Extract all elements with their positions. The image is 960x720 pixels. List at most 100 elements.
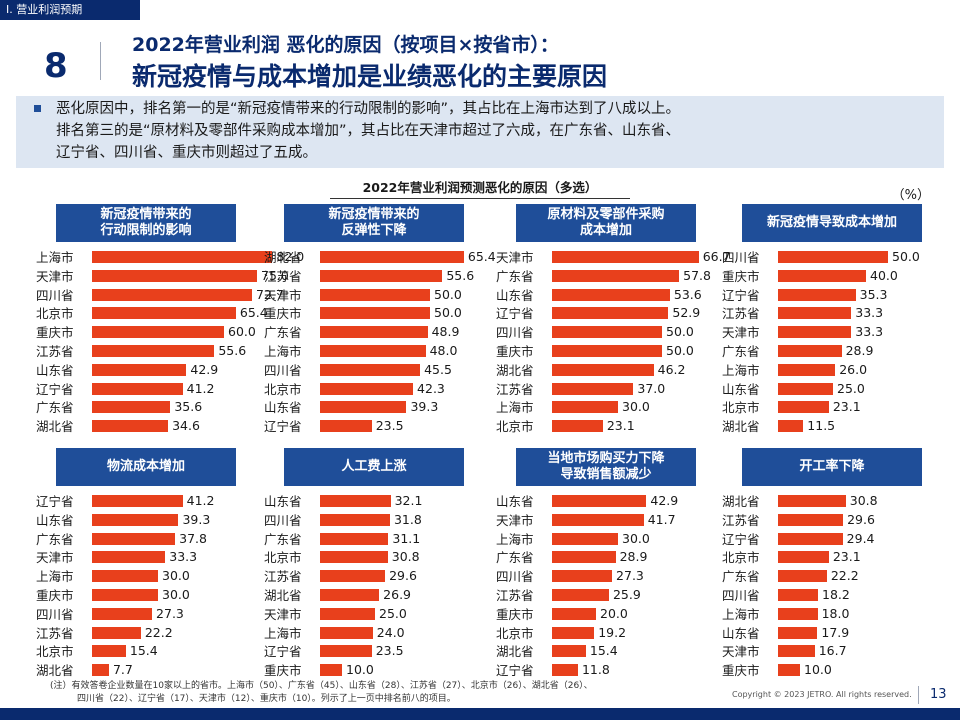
category-label: 湖北省 bbox=[496, 362, 534, 378]
value-label: 65.4 bbox=[467, 249, 496, 264]
summary-line: 辽宁省、四川省、重庆市则超过了五成。 bbox=[56, 145, 317, 161]
bar bbox=[92, 420, 169, 433]
category-label: 广东省 bbox=[722, 569, 760, 585]
category-label: 广东省 bbox=[36, 531, 74, 547]
value-label: 22.2 bbox=[144, 624, 173, 640]
bar bbox=[320, 326, 428, 339]
bar bbox=[778, 570, 827, 583]
panel-header: 新冠疫情带来的 反弹性下降 bbox=[284, 204, 464, 242]
value-label: 27.3 bbox=[616, 568, 644, 584]
value-label: 50.0 bbox=[666, 343, 694, 358]
bar bbox=[320, 495, 391, 507]
value-label: 23.5 bbox=[375, 643, 404, 659]
bar bbox=[92, 363, 187, 376]
value-label: 48.9 bbox=[431, 324, 460, 340]
bar bbox=[92, 532, 176, 545]
bar bbox=[92, 251, 273, 263]
value-label: 7.7 bbox=[112, 662, 133, 678]
value-label: 18.0 bbox=[821, 605, 850, 621]
bar bbox=[320, 513, 390, 526]
category-label: 广东省 bbox=[36, 400, 74, 416]
category-label: 四川省 bbox=[264, 362, 302, 378]
value-label: 39.3 bbox=[410, 399, 439, 415]
value-label: 19.2 bbox=[598, 624, 627, 640]
bar bbox=[92, 269, 257, 282]
bar bbox=[92, 401, 171, 414]
panel-header: 当地市场购买力下降 导致销售额减少 bbox=[516, 448, 696, 486]
bar bbox=[552, 495, 647, 507]
unit-label: （%） bbox=[891, 188, 930, 203]
bar bbox=[552, 345, 662, 357]
value-label: 15.4 bbox=[129, 643, 158, 659]
category-label: 湖北省 bbox=[722, 419, 760, 435]
category-label: 天津市 bbox=[36, 268, 74, 284]
category-label: 江苏省 bbox=[36, 344, 74, 359]
category-label: 上海市 bbox=[722, 362, 760, 378]
category-label: 四川省 bbox=[722, 250, 760, 265]
bar bbox=[552, 251, 699, 263]
value-label: 53.6 bbox=[673, 286, 702, 302]
bar bbox=[778, 607, 818, 620]
bar bbox=[320, 664, 342, 677]
summary-box: 恶化原因中，排名第一的是“新冠疫情带来的行动限制的影响”，其占比在上海市达到了八… bbox=[16, 96, 944, 168]
bar bbox=[552, 363, 654, 376]
value-label: 22.2 bbox=[830, 568, 859, 584]
category-label: 辽宁省 bbox=[496, 663, 534, 679]
bar bbox=[778, 288, 856, 301]
bar bbox=[320, 288, 430, 301]
bar bbox=[552, 269, 680, 282]
value-label: 28.9 bbox=[619, 549, 648, 565]
category-label: 广东省 bbox=[264, 325, 302, 341]
value-label: 60.0 bbox=[228, 324, 256, 340]
category-label: 重庆市 bbox=[36, 588, 74, 603]
bar bbox=[552, 513, 644, 526]
value-label: 48.0 bbox=[429, 343, 458, 358]
bar bbox=[552, 607, 596, 620]
value-label: 39.3 bbox=[182, 511, 211, 527]
value-label: 42.9 bbox=[650, 493, 679, 508]
bar bbox=[320, 269, 443, 282]
category-label: 北京市 bbox=[496, 419, 534, 435]
category-label: 辽宁省 bbox=[264, 419, 302, 435]
bar bbox=[92, 607, 153, 620]
square-bullet-icon bbox=[34, 105, 41, 112]
value-label: 45.5 bbox=[424, 361, 452, 377]
value-label: 50.0 bbox=[434, 286, 462, 302]
bar bbox=[778, 589, 819, 601]
bar bbox=[320, 570, 386, 583]
category-label: 四川省 bbox=[36, 287, 74, 303]
category-label: 四川省 bbox=[722, 588, 760, 603]
value-label: 55.6 bbox=[218, 343, 247, 358]
bar bbox=[552, 626, 595, 639]
category-label: 天津市 bbox=[264, 287, 302, 303]
category-label: 天津市 bbox=[722, 644, 760, 660]
bar bbox=[552, 288, 670, 301]
value-label: 52.9 bbox=[672, 305, 701, 321]
value-label: 11.8 bbox=[581, 662, 610, 678]
category-label: 重庆市 bbox=[722, 663, 760, 679]
footer-divider bbox=[918, 686, 919, 704]
value-label: 10.0 bbox=[804, 662, 832, 678]
value-label: 16.7 bbox=[818, 643, 847, 659]
category-label: 湖北省 bbox=[264, 588, 302, 603]
chart-title: 2022年营业利润预测恶化的原因（多选） bbox=[330, 177, 630, 199]
category-label: 天津市 bbox=[496, 250, 534, 265]
bar bbox=[778, 326, 852, 339]
value-label: 29.6 bbox=[389, 568, 417, 584]
value-label: 18.2 bbox=[822, 587, 850, 602]
panel-header: 新冠疫情带来的 行动限制的影响 bbox=[56, 204, 236, 242]
value-label: 11.5 bbox=[807, 418, 836, 434]
category-label: 天津市 bbox=[36, 550, 74, 566]
category-label: 北京市 bbox=[496, 625, 534, 641]
category-label: 湖北省 bbox=[36, 419, 74, 435]
value-label: 50.0 bbox=[666, 324, 694, 340]
bar bbox=[92, 326, 224, 339]
category-label: 四川省 bbox=[496, 569, 534, 585]
value-label: 25.9 bbox=[612, 587, 641, 602]
category-label: 重庆市 bbox=[496, 606, 534, 622]
bar bbox=[552, 326, 662, 339]
value-label: 25.0 bbox=[379, 605, 407, 621]
category-label: 上海市 bbox=[264, 625, 302, 641]
value-label: 15.4 bbox=[589, 643, 618, 659]
value-label: 33.3 bbox=[855, 305, 884, 321]
